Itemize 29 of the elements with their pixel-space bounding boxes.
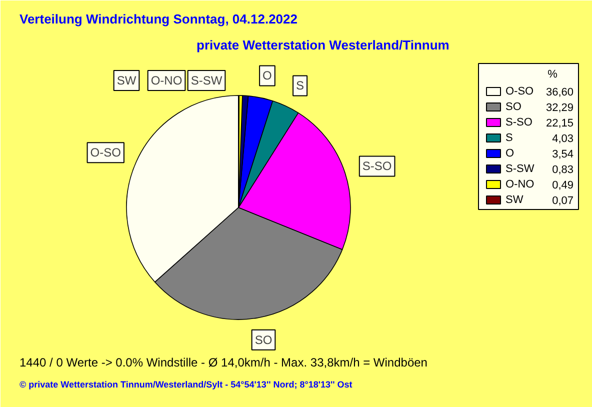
text: © private Wetterstation Tinnum/Westerland/Sylt - 54°54'13'' Nord; 8°18'13'' Ost	[20, 380, 352, 390]
category-label: S-SW	[190, 74, 222, 88]
slice-label: O	[262, 68, 272, 83]
slice-label: O-SO	[90, 146, 121, 160]
chart-title: Verteilung Windrichtung Sonntag, 04.12.2022	[20, 12, 298, 26]
data-label: 0,49	[552, 180, 574, 192]
text: 1440 / 0 Werte -> 0.0% Windstille - Ø 14,0km/h - Max. 33,8km/h = Windböen	[20, 356, 428, 370]
legend-label: O	[506, 148, 514, 160]
slice-label: SO	[254, 332, 272, 347]
slice-label: S	[296, 78, 304, 93]
legend-label: S-SW	[506, 163, 535, 175]
data-label: 3,54	[552, 148, 574, 160]
data-label: 32,29	[546, 102, 574, 114]
data-label: 0,07	[552, 195, 574, 207]
legend-label: O-NO	[506, 178, 535, 190]
legend-label: S	[506, 132, 513, 144]
category-label: O-NO	[150, 74, 182, 88]
legend-label: O-SO	[506, 86, 534, 98]
legend-label: S-SO	[506, 116, 533, 128]
data-label: 22,15	[546, 118, 574, 130]
legend-label: SW	[506, 194, 524, 206]
legend-title: %	[548, 68, 558, 80]
legend-label: SO	[506, 101, 522, 113]
chart-subtitle: private Wetterstation Westerland/Tinnum	[196, 38, 450, 52]
data-label: 4,03	[552, 133, 574, 145]
data-label: 36,60	[546, 86, 574, 98]
data-label: 0,83	[552, 164, 574, 176]
slice-label: S-SO	[362, 159, 392, 174]
category-label: SW	[116, 74, 136, 88]
